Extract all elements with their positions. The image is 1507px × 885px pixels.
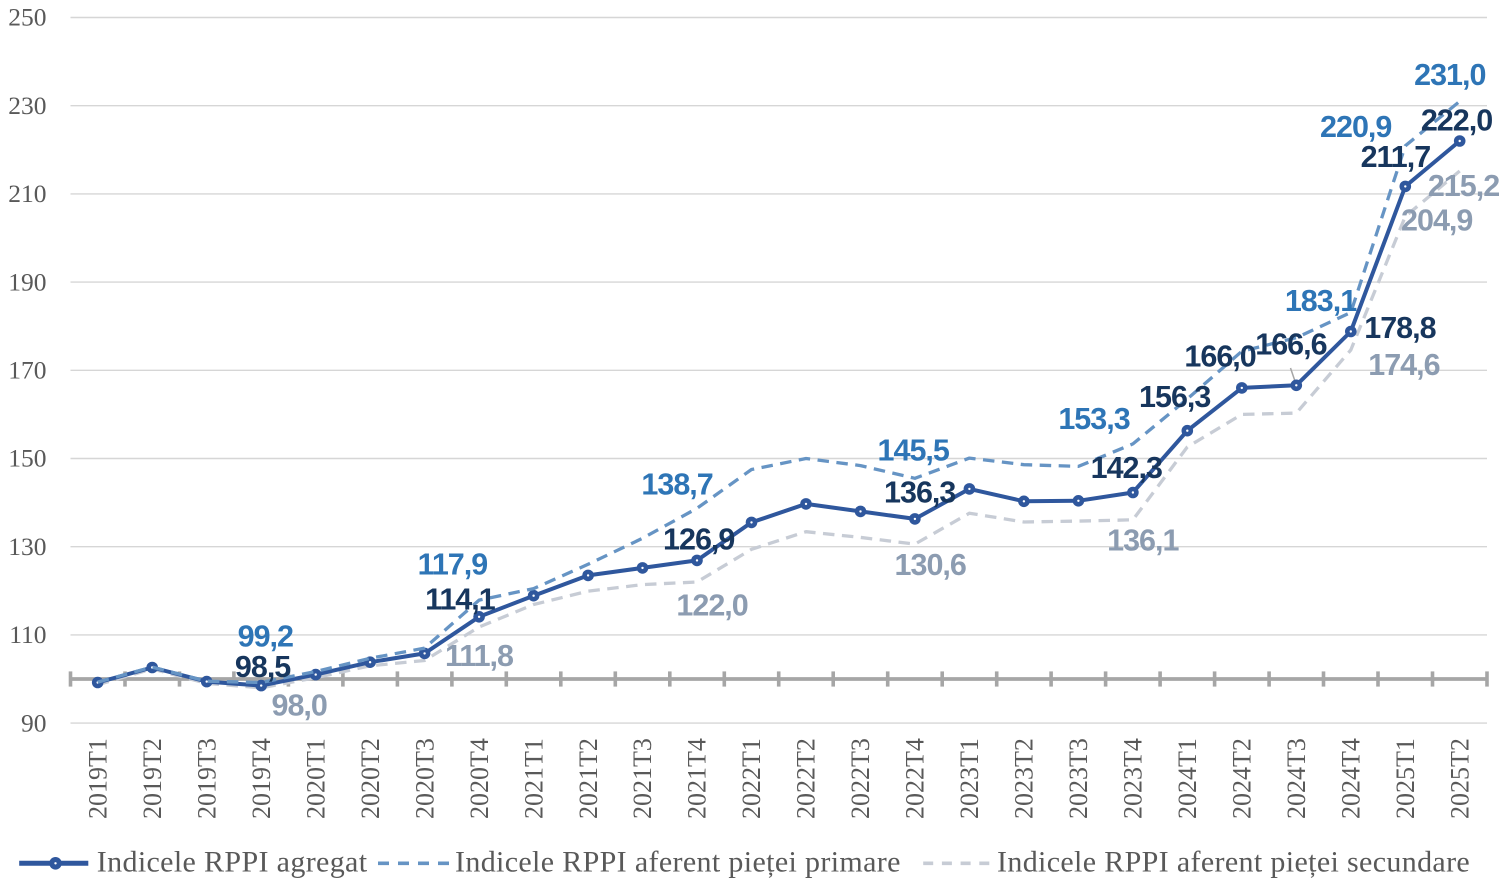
svg-text:211,7: 211,7 <box>1361 140 1431 174</box>
svg-text:210: 210 <box>8 179 46 208</box>
svg-text:190: 190 <box>8 267 46 296</box>
svg-text:Indicele RPPI agregat: Indicele RPPI agregat <box>97 846 368 879</box>
svg-text:2020T1: 2020T1 <box>301 738 330 819</box>
svg-text:2021T2: 2021T2 <box>574 738 603 819</box>
svg-text:98,5: 98,5 <box>235 650 291 684</box>
svg-text:145,5: 145,5 <box>878 433 950 467</box>
svg-text:136,3: 136,3 <box>884 475 955 509</box>
svg-text:2023T1: 2023T1 <box>955 738 984 819</box>
svg-text:231,0: 231,0 <box>1414 58 1485 92</box>
svg-text:Indicele RPPI aferent pieței s: Indicele RPPI aferent pieței secundare <box>997 846 1470 879</box>
svg-text:136,1: 136,1 <box>1107 524 1179 558</box>
svg-text:110: 110 <box>9 620 46 649</box>
svg-text:2024T3: 2024T3 <box>1282 738 1311 819</box>
svg-text:2022T3: 2022T3 <box>846 738 875 819</box>
svg-text:2021T4: 2021T4 <box>683 738 712 819</box>
svg-text:153,3: 153,3 <box>1058 402 1129 436</box>
svg-text:142,3: 142,3 <box>1091 451 1162 485</box>
svg-text:2019T2: 2019T2 <box>138 738 167 819</box>
svg-text:99,2: 99,2 <box>238 619 293 653</box>
svg-text:2022T4: 2022T4 <box>901 738 930 819</box>
svg-text:2019T1: 2019T1 <box>83 738 112 819</box>
svg-text:90: 90 <box>21 708 47 737</box>
svg-text:183,1: 183,1 <box>1285 284 1357 318</box>
svg-text:166,0: 166,0 <box>1184 340 1255 374</box>
svg-text:2019T3: 2019T3 <box>192 738 221 819</box>
svg-text:Indicele RPPI aferent pieței p: Indicele RPPI aferent pieței primare <box>455 846 901 879</box>
svg-text:156,3: 156,3 <box>1139 380 1210 414</box>
svg-text:2022T1: 2022T1 <box>737 738 766 819</box>
svg-text:2022T2: 2022T2 <box>792 738 821 819</box>
svg-text:166,6: 166,6 <box>1255 327 1326 361</box>
svg-text:215,2: 215,2 <box>1428 169 1499 203</box>
svg-text:2024T1: 2024T1 <box>1173 738 1202 819</box>
svg-text:150: 150 <box>8 444 46 473</box>
svg-text:138,7: 138,7 <box>641 468 712 502</box>
svg-text:2020T2: 2020T2 <box>356 738 385 819</box>
svg-text:2020T4: 2020T4 <box>465 738 494 819</box>
svg-text:2023T4: 2023T4 <box>1119 738 1148 819</box>
svg-text:2019T4: 2019T4 <box>247 738 276 819</box>
svg-text:174,6: 174,6 <box>1368 348 1439 382</box>
svg-text:204,9: 204,9 <box>1401 204 1472 238</box>
svg-text:98,0: 98,0 <box>272 689 327 723</box>
svg-text:2021T3: 2021T3 <box>628 738 657 819</box>
svg-text:122,0: 122,0 <box>676 589 747 623</box>
svg-text:2025T2: 2025T2 <box>1445 738 1474 819</box>
svg-text:117,9: 117,9 <box>418 548 488 582</box>
svg-text:126,9: 126,9 <box>663 522 734 556</box>
svg-text:2025T1: 2025T1 <box>1391 738 1420 819</box>
svg-text:2023T2: 2023T2 <box>1010 738 1039 819</box>
svg-text:2020T3: 2020T3 <box>410 738 439 819</box>
svg-text:130: 130 <box>8 532 46 561</box>
svg-text:2021T1: 2021T1 <box>519 738 548 819</box>
svg-text:2023T3: 2023T3 <box>1064 738 1093 819</box>
svg-text:250: 250 <box>8 3 46 32</box>
svg-text:130,6: 130,6 <box>895 548 966 582</box>
svg-text:2024T4: 2024T4 <box>1337 738 1366 819</box>
svg-text:220,9: 220,9 <box>1320 110 1391 144</box>
svg-text:111,8: 111,8 <box>445 639 514 673</box>
svg-text:230: 230 <box>8 91 46 120</box>
svg-text:178,8: 178,8 <box>1364 311 1436 345</box>
svg-text:222,0: 222,0 <box>1421 104 1492 138</box>
svg-text:114,1: 114,1 <box>425 582 496 616</box>
svg-text:170: 170 <box>8 356 46 385</box>
svg-text:2024T2: 2024T2 <box>1228 738 1257 819</box>
